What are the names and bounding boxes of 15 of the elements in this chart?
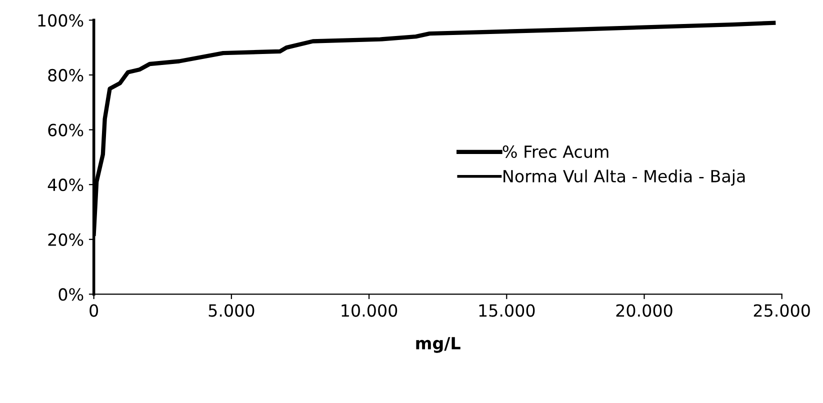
y-tick-label: 0%	[58, 288, 84, 301]
x-tick-label: 5.000	[208, 304, 254, 317]
legend-label: % Frec Acum	[502, 145, 608, 158]
y-tick-label: 80%	[48, 68, 84, 82]
x-tick-label: 15.000	[479, 304, 535, 317]
x-tick-label: 10.000	[342, 304, 398, 317]
y-tick-label: 100%	[38, 14, 84, 27]
x-tick-label: 20.000	[616, 304, 672, 317]
x-tick-label: 0	[90, 304, 98, 317]
y-tick-label: 20%	[48, 233, 84, 246]
y-tick-label: 60%	[48, 124, 84, 136]
y-tick-label: 40%	[48, 178, 84, 192]
x-axis-title: mg/L	[416, 337, 460, 353]
x-tick-label: 25.000	[754, 304, 810, 317]
legend-label: Norma Vul Alta - Media - Baja	[504, 170, 745, 186]
